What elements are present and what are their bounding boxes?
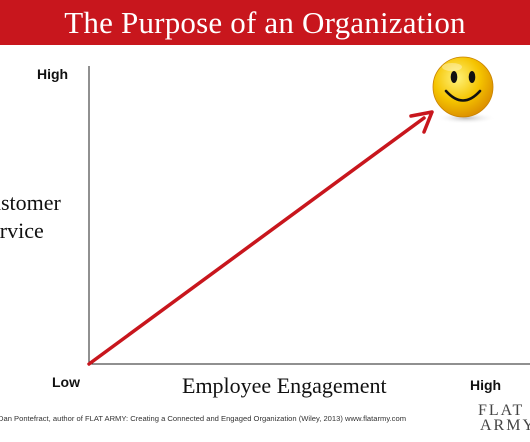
y-axis-title-line-2: ervice: [0, 218, 44, 243]
source-footer: Dan Pontefract, author of FLAT ARMY: Cre…: [0, 414, 407, 423]
growth-arrow: [87, 110, 434, 366]
page-title: The Purpose of an Organization: [64, 4, 466, 40]
logo-line-2: ARMY: [480, 417, 530, 434]
y-axis-high-label: High: [37, 66, 69, 82]
x-axis-low-label: Low: [52, 374, 80, 390]
flat-army-logo: FLAT ARMY: [478, 403, 530, 442]
smiley-face-icon: [432, 56, 496, 124]
x-axis-high-label: High: [470, 377, 502, 393]
y-axis-title-line-1: ustomer: [0, 190, 61, 215]
y-axis-title: ustomer ervice: [0, 189, 61, 245]
title-banner: The Purpose of an Organization: [0, 0, 530, 45]
logo-line-1: FLAT: [478, 403, 525, 419]
x-axis-title: Employee Engagement: [182, 373, 387, 398]
